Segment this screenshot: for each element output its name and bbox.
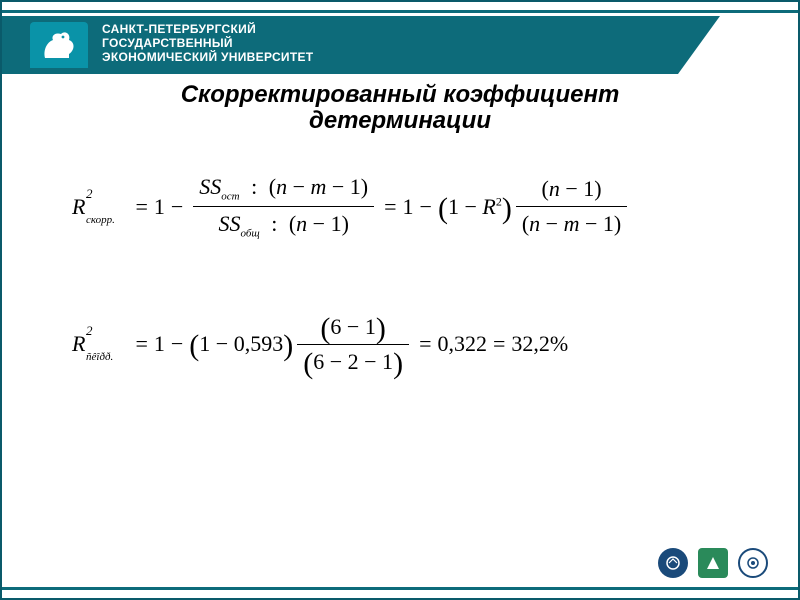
slide-container: САНКТ-ПЕТЕРБУРГСКИЙ ГОСУДАРСТВЕННЫЙ ЭКОН…	[0, 0, 800, 600]
fraction-df: (n − 1) (n − m − 1)	[516, 174, 627, 239]
badge-icon-3	[738, 548, 768, 578]
r2-value: 0,593	[234, 331, 284, 356]
equals-4: =	[419, 331, 431, 357]
m2: m	[564, 211, 580, 236]
equation-general: R 2 скорр. = 1 − SSост : (n − m − 1) SSо…	[72, 172, 728, 242]
n1: n	[276, 174, 287, 199]
header-band: САНКТ-ПЕТЕРБУРГСКИЙ ГОСУДАРСТВЕННЫЙ ЭКОН…	[2, 16, 798, 74]
r-base-2: R	[72, 331, 85, 356]
slide-title: Скорректированный коэффициент детерминац…	[2, 82, 798, 134]
r-sup-2: 2	[86, 323, 93, 339]
r-base: R	[72, 194, 85, 219]
one-2: 1	[403, 194, 414, 220]
n2: n	[296, 211, 307, 236]
fraction-numeric: (6 − 1) (6 − 2 − 1)	[297, 312, 409, 377]
n1-group: (n − 1)	[289, 211, 349, 236]
r-sup: 2	[86, 186, 93, 202]
numeric-denominator: (6 − 2 − 1)	[297, 347, 409, 377]
ss-res-base: SS	[199, 174, 221, 199]
equals-2: =	[384, 194, 396, 220]
n-val: 6	[330, 314, 341, 339]
ss-tot-sub: общ	[241, 228, 260, 240]
r-sub: скорр.	[86, 214, 115, 226]
nm1-group: (n − m − 1)	[269, 174, 368, 199]
r2-base: R	[482, 194, 495, 219]
paren-group-2: (1 − 0,593)	[189, 331, 293, 357]
uni-line1: САНКТ-ПЕТЕРБУРГСКИЙ	[102, 22, 313, 36]
griffin-icon	[39, 28, 79, 62]
colon-2: :	[271, 211, 277, 236]
minus-3: −	[171, 331, 183, 357]
footer-accent-line	[2, 587, 798, 590]
ss-tot-base: SS	[219, 211, 241, 236]
result-percent: 32,2%	[511, 331, 568, 357]
m-val: 2	[348, 349, 359, 374]
uni-line3: ЭКОНОМИЧЕСКИЙ УНИВЕРСИТЕТ	[102, 50, 313, 64]
title-line2: детерминации	[309, 107, 491, 134]
paren-group-1: (1 − R2)	[438, 194, 512, 220]
ss-denominator: SSобщ : (n − 1)	[213, 209, 355, 241]
n4: n	[529, 211, 540, 236]
r-squared-adj-symbol: R 2 скорр.	[72, 194, 85, 220]
minus-2: −	[420, 194, 432, 220]
fraction-ss: SSост : (n − m − 1) SSобщ : (n − 1)	[193, 172, 374, 242]
ss-numerator: SSост : (n − m − 1)	[193, 172, 374, 204]
one-3: 1	[154, 331, 165, 357]
badge-icon-1	[658, 548, 688, 578]
ss-res-sub: ост	[221, 190, 239, 202]
n-val-2: 6	[313, 349, 324, 374]
m1: m	[311, 174, 327, 199]
df-numerator: (n − 1)	[536, 174, 608, 204]
equals-5: =	[493, 331, 505, 357]
university-name: САНКТ-ПЕТЕРБУРГСКИЙ ГОСУДАРСТВЕННЫЙ ЭКОН…	[102, 22, 313, 64]
formula-area: R 2 скорр. = 1 − SSост : (n − m − 1) SSо…	[72, 172, 728, 447]
equation-numeric: R 2 ñêîðð. = 1 − (1 − 0,593) (6 − 1) (6 …	[72, 312, 728, 377]
uni-line2: ГОСУДАРСТВЕННЫЙ	[102, 36, 313, 50]
equals-3: =	[135, 331, 147, 357]
df-denominator: (n − m − 1)	[516, 209, 627, 239]
header-cut-shape	[678, 16, 798, 74]
minus-1: −	[171, 194, 183, 220]
numeric-numerator: (6 − 1)	[314, 312, 391, 342]
top-accent-line	[2, 10, 798, 13]
r-squared-adj-symbol-2: R 2 ñêîðð.	[72, 331, 85, 357]
equals-1: =	[135, 194, 147, 220]
footer-badges	[658, 548, 768, 578]
colon-1: :	[251, 174, 257, 199]
university-logo	[30, 22, 88, 68]
result-decimal: 0,322	[437, 331, 487, 357]
title-line1: Скорректированный коэффициент	[181, 81, 620, 108]
badge-icon-2	[698, 548, 728, 578]
n3: n	[549, 176, 560, 201]
r-sub-2: ñêîðð.	[86, 351, 113, 363]
one-1: 1	[154, 194, 165, 220]
